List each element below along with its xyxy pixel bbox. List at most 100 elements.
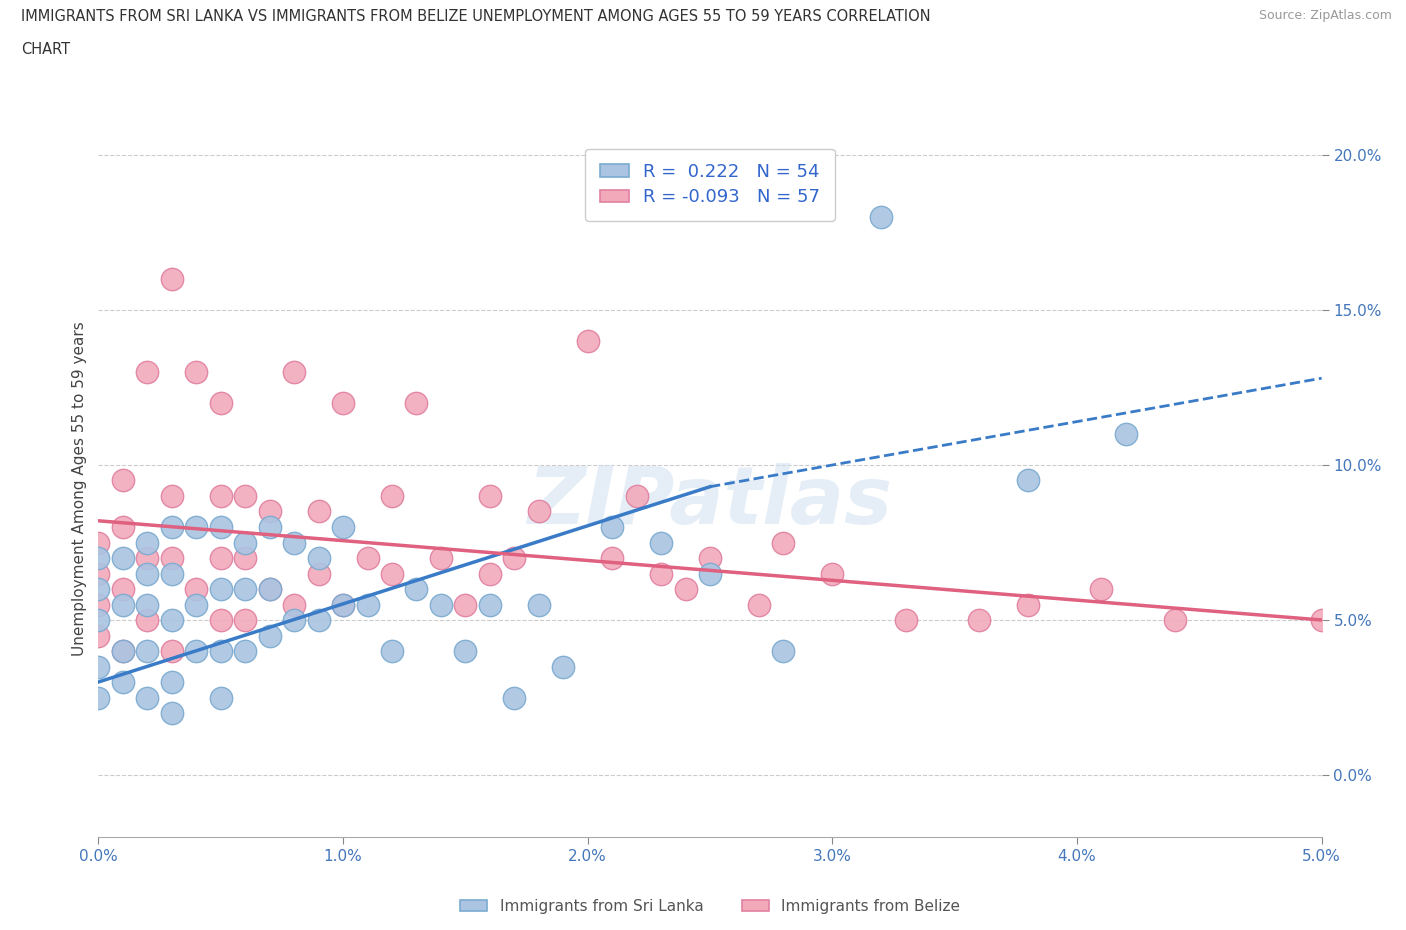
Point — [478, 566, 501, 581]
Point — [136, 690, 159, 705]
Point — [136, 365, 159, 379]
Point — [1115, 427, 1137, 442]
Point — [430, 551, 453, 565]
Point — [160, 488, 183, 503]
Point — [1164, 613, 1187, 628]
Point — [259, 581, 281, 596]
Point — [186, 644, 208, 658]
Point — [356, 551, 378, 565]
Y-axis label: Unemployment Among Ages 55 to 59 years: Unemployment Among Ages 55 to 59 years — [72, 321, 87, 656]
Point — [748, 597, 770, 612]
Point — [259, 628, 281, 643]
Point — [136, 535, 159, 550]
Point — [87, 659, 110, 674]
Point — [233, 488, 256, 503]
Point — [111, 520, 134, 535]
Point — [430, 597, 453, 612]
Point — [209, 581, 232, 596]
Point — [1017, 473, 1039, 488]
Text: IMMIGRANTS FROM SRI LANKA VS IMMIGRANTS FROM BELIZE UNEMPLOYMENT AMONG AGES 55 T: IMMIGRANTS FROM SRI LANKA VS IMMIGRANTS … — [21, 9, 931, 24]
Point — [675, 581, 697, 596]
Point — [233, 613, 256, 628]
Point — [111, 597, 134, 612]
Point — [160, 566, 183, 581]
Text: ZIPatlas: ZIPatlas — [527, 463, 893, 541]
Point — [405, 581, 427, 596]
Point — [356, 597, 378, 612]
Point — [87, 566, 110, 581]
Point — [405, 395, 427, 410]
Point — [259, 520, 281, 535]
Point — [209, 644, 232, 658]
Point — [381, 566, 404, 581]
Point — [233, 535, 256, 550]
Point — [136, 566, 159, 581]
Point — [283, 613, 305, 628]
Point — [503, 551, 526, 565]
Point — [209, 551, 232, 565]
Point — [160, 613, 183, 628]
Point — [308, 613, 330, 628]
Point — [308, 551, 330, 565]
Point — [772, 535, 794, 550]
Point — [772, 644, 794, 658]
Point — [87, 535, 110, 550]
Point — [160, 520, 183, 535]
Point — [332, 597, 354, 612]
Point — [209, 613, 232, 628]
Point — [332, 597, 354, 612]
Point — [600, 551, 623, 565]
Point — [699, 551, 721, 565]
Point — [160, 706, 183, 721]
Point — [209, 395, 232, 410]
Point — [308, 504, 330, 519]
Point — [967, 613, 990, 628]
Point — [111, 581, 134, 596]
Point — [870, 209, 893, 224]
Point — [821, 566, 844, 581]
Point — [454, 644, 477, 658]
Point — [308, 566, 330, 581]
Point — [600, 520, 623, 535]
Point — [553, 659, 575, 674]
Point — [111, 644, 134, 658]
Point — [699, 566, 721, 581]
Point — [527, 597, 550, 612]
Point — [1017, 597, 1039, 612]
Point — [160, 644, 183, 658]
Point — [87, 613, 110, 628]
Point — [527, 504, 550, 519]
Legend: Immigrants from Sri Lanka, Immigrants from Belize: Immigrants from Sri Lanka, Immigrants fr… — [454, 893, 966, 920]
Point — [136, 597, 159, 612]
Point — [233, 644, 256, 658]
Point — [160, 272, 183, 286]
Point — [454, 597, 477, 612]
Point — [283, 365, 305, 379]
Point — [186, 365, 208, 379]
Point — [1090, 581, 1112, 596]
Point — [894, 613, 917, 628]
Point — [87, 551, 110, 565]
Text: Source: ZipAtlas.com: Source: ZipAtlas.com — [1258, 9, 1392, 22]
Text: CHART: CHART — [21, 42, 70, 57]
Point — [381, 488, 404, 503]
Point — [87, 581, 110, 596]
Point — [283, 597, 305, 612]
Point — [381, 644, 404, 658]
Point — [160, 674, 183, 689]
Point — [111, 674, 134, 689]
Point — [87, 628, 110, 643]
Point — [186, 581, 208, 596]
Point — [233, 581, 256, 596]
Point — [209, 690, 232, 705]
Point — [136, 644, 159, 658]
Point — [259, 581, 281, 596]
Point — [111, 473, 134, 488]
Point — [233, 551, 256, 565]
Point — [503, 690, 526, 705]
Point — [111, 551, 134, 565]
Point — [111, 644, 134, 658]
Point — [626, 488, 648, 503]
Point — [87, 690, 110, 705]
Point — [136, 551, 159, 565]
